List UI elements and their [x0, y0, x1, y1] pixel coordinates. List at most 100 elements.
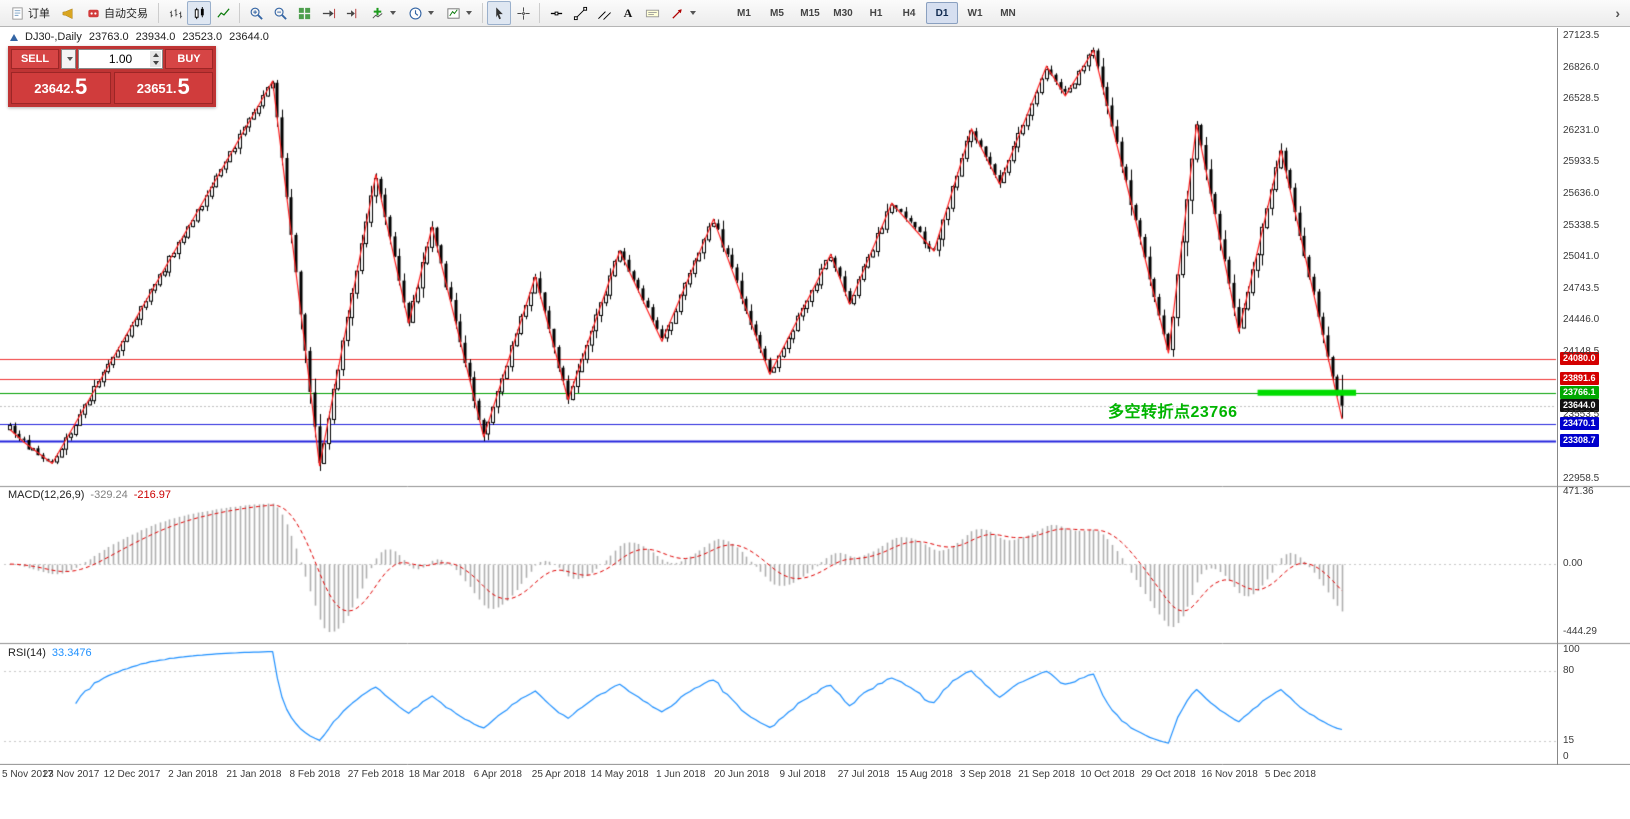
- toolbar-separator: [539, 3, 540, 23]
- buy-button[interactable]: BUY: [165, 49, 213, 69]
- rsi-title: RSI(14): [8, 647, 46, 659]
- chart-ohlc-header: DJ30-,Daily 23763.0 23934.0 23523.0 2364…: [10, 31, 269, 43]
- sell-price-big-digit: 5: [75, 73, 88, 99]
- date-label: 2 Jan 2018: [168, 769, 218, 780]
- spinner-up-icon[interactable]: [152, 53, 159, 57]
- new-order-button[interactable]: 订单: [4, 2, 56, 24]
- main-toolbar: 订单 自动交易: [0, 0, 1630, 27]
- tile-windows-icon[interactable]: [292, 1, 316, 25]
- date-label: 8 Feb 2018: [289, 769, 341, 780]
- macd-title: MACD(12,26,9): [8, 489, 85, 501]
- rsi-value: 33.3476: [51, 647, 92, 659]
- dropdown-caret-icon: [690, 11, 696, 15]
- timeframe-m30[interactable]: M30: [833, 7, 853, 19]
- date-label: 12 Dec 2017: [103, 769, 161, 780]
- symbol-info-icon[interactable]: [10, 33, 18, 41]
- price-axis-label: 22958.5: [1563, 472, 1600, 484]
- zoom-out-icon[interactable]: [268, 1, 292, 25]
- chart-period-button[interactable]: [402, 3, 440, 24]
- date-label: 25 Apr 2018: [531, 769, 586, 780]
- dropdown-caret-icon: [428, 11, 434, 15]
- macd-axis-label: 471.36: [1563, 486, 1594, 497]
- rsi-axis-label: 100: [1563, 644, 1580, 655]
- auto-scroll-icon[interactable]: [316, 1, 340, 25]
- autotrading-button[interactable]: 自动交易: [80, 2, 154, 24]
- price-axis-label: 24446.0: [1563, 314, 1600, 326]
- rsi-axis-label: 80: [1563, 665, 1575, 677]
- date-label: 6 Apr 2018: [473, 769, 522, 780]
- sell-price-main: 23642.: [34, 80, 74, 96]
- price-tag: 23308.7: [1560, 434, 1599, 448]
- rsi-indicator-header: RSI(14) 33.3476: [8, 647, 92, 659]
- new-chart-icon: [372, 7, 383, 19]
- timeframe-mn[interactable]: MN: [1000, 7, 1016, 19]
- alerts-icon[interactable]: [56, 1, 80, 25]
- timeframe-m15[interactable]: M15: [800, 7, 820, 19]
- timeframe-m5[interactable]: M5: [770, 7, 784, 19]
- text-tool-glyph: A: [623, 5, 633, 20]
- new-chart-button[interactable]: [364, 3, 402, 24]
- timeframe-h4[interactable]: H4: [902, 7, 916, 19]
- price-axis-label: 25636.0: [1563, 188, 1600, 200]
- text-label-icon[interactable]: [640, 1, 664, 25]
- autotrading-icon: [88, 9, 99, 17]
- macd-signal-value: -216.97: [133, 489, 172, 501]
- date-label: 21 Jan 2018: [226, 769, 282, 780]
- line-chart-icon[interactable]: [211, 1, 235, 25]
- arrows-button[interactable]: [664, 3, 702, 24]
- price-tag: 23470.1: [1560, 417, 1599, 431]
- arrow-object-icon: [672, 8, 682, 19]
- price-axis-label: 24148.5: [1563, 346, 1600, 358]
- autotrading-label: 自动交易: [104, 8, 148, 20]
- price-axis-label: 26528.5: [1563, 93, 1600, 105]
- zoom-in-icon[interactable]: [244, 1, 268, 25]
- price-axis-label: 25933.5: [1563, 156, 1600, 168]
- date-label: 21 Sep 2018: [1018, 769, 1075, 780]
- toolbar-overflow-chevron[interactable]: ›: [1615, 5, 1620, 21]
- symbol-period-label: DJ30-,Daily: [25, 31, 82, 43]
- price-tag: 23644.0: [1560, 398, 1599, 412]
- sell-button[interactable]: SELL: [11, 49, 59, 69]
- rsi-axis-label: 15: [1563, 734, 1575, 746]
- chart-shift-icon[interactable]: [340, 1, 364, 25]
- crosshair-icon[interactable]: [511, 1, 535, 25]
- clock-icon: [409, 6, 422, 20]
- toolbar-separator: [239, 3, 240, 23]
- date-label: 9 Jul 2018: [779, 769, 826, 780]
- price-axis[interactable]: 24080.0 23891.6 23766.1 23470.1 23308.7 23644…: [1557, 28, 1630, 765]
- cursor-icon[interactable]: [487, 1, 511, 25]
- low-value: 23523.0: [182, 31, 223, 43]
- price-axis-label: 25338.5: [1563, 219, 1600, 231]
- timeframe-h1[interactable]: H1: [869, 7, 883, 19]
- new-order-label: 订单: [28, 8, 50, 20]
- text-tool-icon[interactable]: A: [616, 1, 640, 25]
- one-click-trading-panel: SELL 1.00 BUY 23642. 5 23651. 5: [8, 46, 216, 107]
- date-label: 27 Jul 2018: [837, 769, 890, 780]
- date-label: 14 May 2018: [590, 769, 649, 780]
- macd-main-value: -329.24: [90, 489, 128, 501]
- sell-price-button[interactable]: 23642. 5: [11, 72, 111, 104]
- volume-input[interactable]: 1.00: [78, 49, 163, 69]
- price-axis-label: 27123.5: [1563, 30, 1600, 42]
- chart-template-button[interactable]: [440, 3, 478, 24]
- volume-spinner[interactable]: [150, 51, 161, 67]
- spinner-down-icon[interactable]: [152, 61, 159, 65]
- date-label: 5 Dec 2018: [1264, 769, 1316, 780]
- volume-dropdown[interactable]: [61, 49, 76, 69]
- candlestick-chart-icon[interactable]: [187, 1, 211, 25]
- time-axis[interactable]: 5 Nov 2017 23 Nov 2017 12 Dec 2017 2 Jan 20…: [0, 765, 1630, 819]
- price-axis-label: 26826.0: [1563, 61, 1600, 73]
- timeframe-m1[interactable]: M1: [737, 7, 751, 19]
- macd-indicator-header: MACD(12,26,9) -329.24 -216.97: [8, 489, 171, 501]
- date-label: 29 Oct 2018: [1141, 769, 1196, 780]
- date-label: 15 Aug 2018: [896, 769, 953, 780]
- buy-price-button[interactable]: 23651. 5: [113, 72, 213, 104]
- bar-chart-icon[interactable]: [163, 1, 187, 25]
- timeframe-d1[interactable]: D1: [926, 2, 958, 24]
- horizontal-line-icon[interactable]: [544, 1, 568, 25]
- template-chart-icon: [447, 7, 460, 19]
- equidistant-channel-icon[interactable]: [592, 1, 616, 25]
- timeframe-w1[interactable]: W1: [967, 7, 983, 19]
- trendline-icon[interactable]: [568, 1, 592, 25]
